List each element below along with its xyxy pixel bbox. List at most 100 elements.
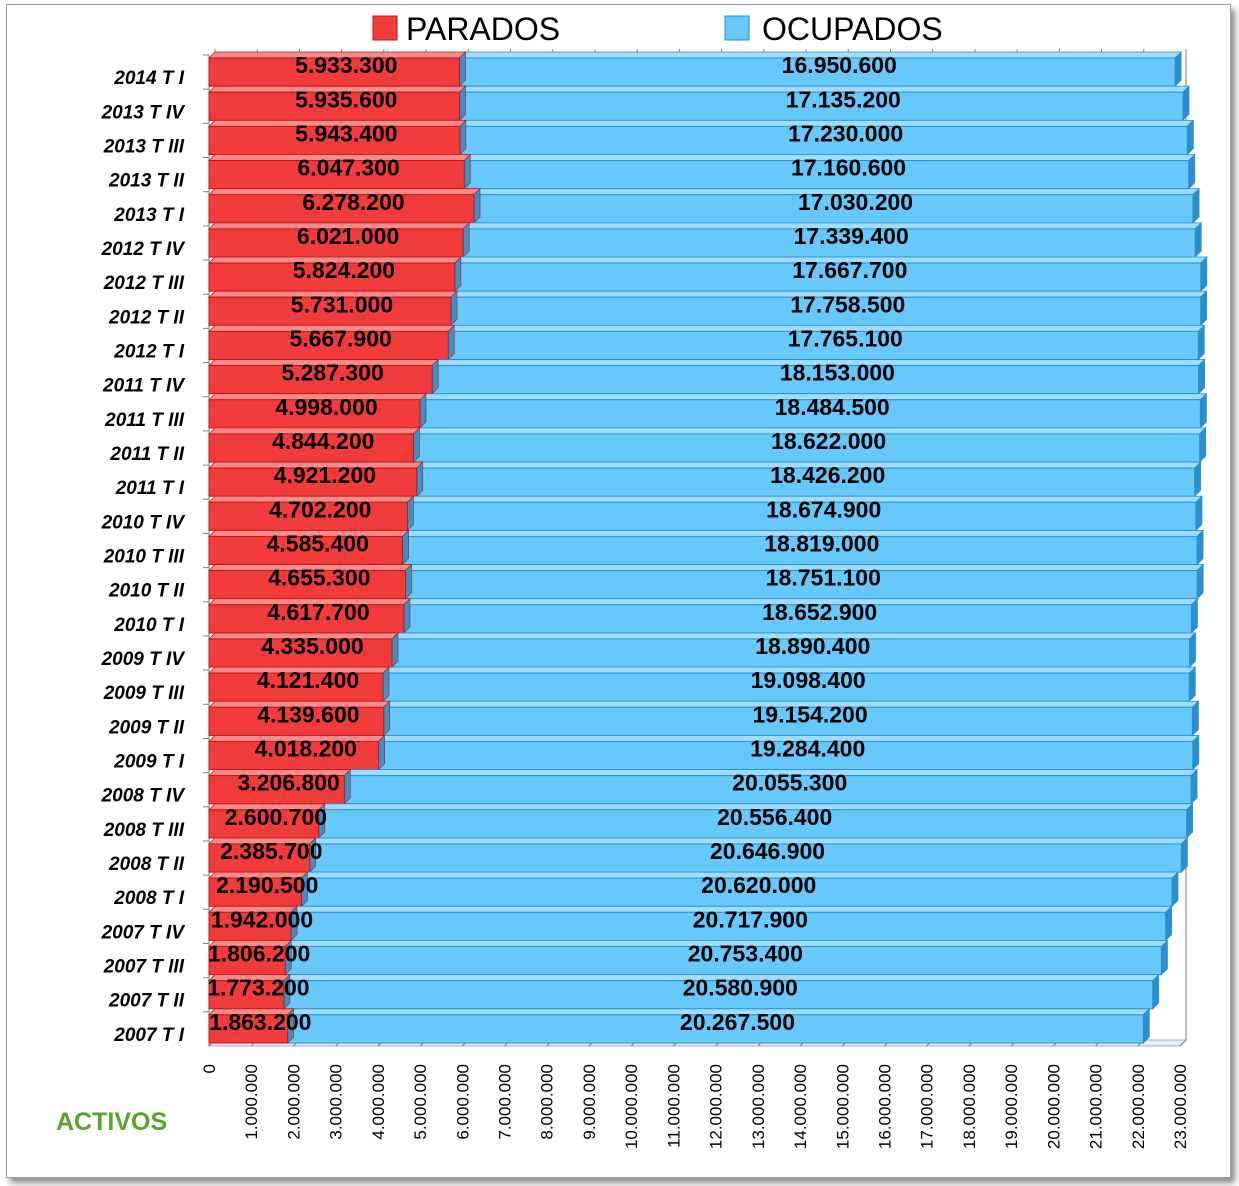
bar-parados	[208, 365, 433, 395]
bar-parados	[208, 1014, 289, 1044]
bar-parados-side	[431, 358, 439, 395]
bar-ocupados-side	[1197, 324, 1205, 361]
bar-parados-side	[405, 563, 412, 600]
data-label-parados: 2.385.700	[220, 838, 322, 864]
category-label: 2008 T III	[103, 820, 185, 841]
category-label: 2013 T II	[108, 171, 185, 192]
bar-ocupados-side	[1142, 1007, 1150, 1044]
data-label-ocupados: 18.652.900	[762, 599, 877, 625]
bar-ocupados	[473, 194, 1194, 224]
data-label-ocupados: 18.153.000	[780, 360, 895, 386]
bar-ocupados	[382, 672, 1190, 702]
bar-parados	[208, 740, 380, 771]
bar-parados-side	[403, 598, 411, 634]
legend-swatch-parados	[372, 15, 398, 41]
category-label: 2010 T III	[103, 547, 185, 568]
gridline-floor	[1179, 1039, 1187, 1047]
legend: PARADOS OCUPADOS	[372, 11, 943, 47]
legend-label-parados: PARADOS	[406, 11, 560, 47]
category-label: 2011 T II	[109, 444, 184, 465]
bar-ocupados-side	[1189, 631, 1196, 669]
x-tick-label: 15.000.000	[833, 1064, 852, 1149]
bar-ocupados	[431, 365, 1200, 395]
bar-parados	[208, 843, 311, 873]
category-label: 2007 T I	[113, 1025, 184, 1046]
activos-label: ACTIVOS	[56, 1108, 168, 1136]
bar-parados-side	[462, 222, 470, 258]
bar-ocupados-side	[1199, 426, 1207, 464]
bar-parados-side	[464, 153, 471, 190]
data-label-parados: 5.935.600	[295, 86, 397, 112]
bar-parados-side	[454, 256, 462, 292]
x-tick-label: 2.000.000	[284, 1064, 303, 1140]
bar-parados	[208, 604, 405, 634]
category-label: 2010 T II	[108, 581, 185, 602]
data-label-ocupados: 17.765.100	[788, 325, 903, 351]
data-label-ocupados: 18.674.900	[766, 496, 881, 522]
category-label: 2009 T IV	[101, 649, 186, 670]
data-label-ocupados: 20.556.400	[717, 804, 832, 830]
category-label: 2007 T II	[108, 991, 185, 1012]
data-label-ocupados: 17.230.000	[788, 120, 903, 146]
category-label: 2013 T IV	[101, 102, 186, 123]
data-label-ocupados: 17.339.400	[794, 223, 909, 249]
data-label-parados: 5.933.300	[295, 52, 397, 78]
bar-parados	[208, 125, 461, 156]
category-label: 2014 T I	[113, 68, 184, 89]
data-label-parados: 6.021.000	[297, 223, 399, 249]
bar-parados	[208, 160, 465, 190]
bar-ocupados	[416, 467, 1196, 497]
x-tick-label: 18.000.000	[960, 1064, 979, 1149]
data-label-parados: 6.047.300	[297, 155, 399, 181]
data-label-ocupados: 17.667.700	[792, 257, 907, 283]
data-label-parados: 4.617.700	[267, 599, 369, 625]
bar-ocupados-side	[1200, 290, 1208, 327]
bar-parados-side	[344, 768, 351, 805]
bar-parados-side	[459, 51, 466, 87]
data-label-parados: 4.702.200	[269, 496, 371, 522]
data-label-ocupados: 20.646.900	[710, 838, 825, 864]
bar-parados-side	[413, 427, 420, 463]
data-label-parados: 3.206.800	[238, 770, 340, 796]
x-tick-label: 1.000.000	[242, 1064, 261, 1140]
category-label: 2009 T III	[103, 683, 185, 704]
bar-parados	[208, 467, 418, 497]
bar-parados	[208, 980, 285, 1010]
bar-parados-side	[402, 529, 409, 566]
category-label: 2010 T IV	[101, 512, 186, 533]
bar-ocupados-side	[1161, 939, 1168, 976]
category-label: 2007 T IV	[101, 922, 186, 943]
category-label: 2008 T IV	[101, 786, 186, 807]
category-label: 2013 T I	[113, 205, 184, 226]
data-label-parados: 4.018.200	[255, 736, 357, 762]
bar-ocupados	[287, 1014, 1144, 1044]
bar-ocupados-side	[1188, 666, 1196, 703]
data-label-ocupados: 17.030.200	[798, 189, 913, 215]
x-tick-label: 21.000.000	[1087, 1064, 1106, 1149]
data-label-ocupados: 18.890.400	[755, 633, 870, 659]
data-label-parados: 4.921.200	[274, 462, 376, 488]
bar-ocupados-side	[1171, 871, 1179, 908]
data-label-ocupados: 17.758.500	[790, 291, 905, 317]
plot-area: 0 1.000.000 2.000.000 3.000.000 4.000.000 5.0…	[101, 49, 1208, 1149]
bar-parados	[208, 399, 421, 429]
bar-ocupados-side	[1199, 392, 1207, 429]
bar-ocupados	[383, 706, 1193, 736]
bar-ocupados-side	[1192, 187, 1200, 224]
bar-ocupados	[283, 980, 1154, 1010]
x-tick-label: 20.000.000	[1044, 1064, 1063, 1149]
x-tick-label: 22.000.000	[1129, 1064, 1148, 1149]
x-tick-label: 14.000.000	[791, 1064, 810, 1149]
data-label-parados: 2.190.500	[216, 872, 318, 898]
bar-ocupados-side	[1192, 734, 1200, 771]
bar-ocupados-side	[1198, 358, 1205, 395]
bar-parados	[208, 809, 320, 839]
data-label-parados: 5.824.200	[293, 257, 395, 283]
category-label: 2008 T II	[108, 854, 185, 875]
category-label: 2010 T I	[113, 615, 184, 636]
data-label-parados: 5.287.300	[281, 360, 383, 386]
bar-parados	[208, 433, 415, 463]
data-label-ocupados: 19.154.200	[753, 701, 868, 727]
bar-ocupados	[407, 501, 1197, 531]
